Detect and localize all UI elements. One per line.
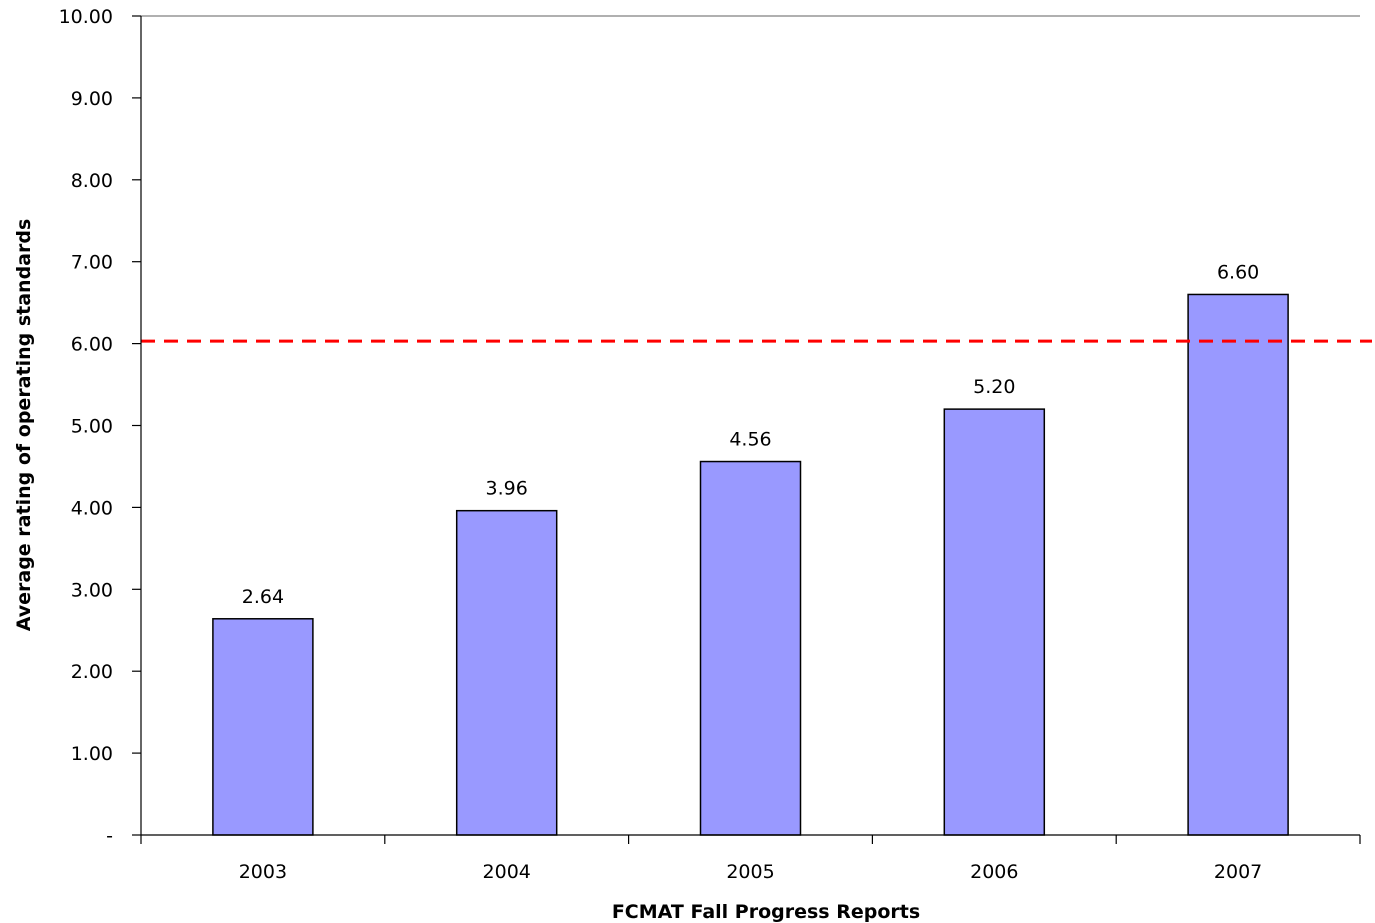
y-tick-label: 6.00 [71,334,113,356]
x-tick-label: 2003 [239,861,287,883]
y-tick-label: 9.00 [71,88,113,110]
data-label: 2.64 [242,586,284,608]
y-tick-label: 1.00 [71,743,113,765]
data-label: 4.56 [729,429,771,451]
y-axis-ticks: - 1.00 2.00 3.00 4.00 5.00 6.00 7.00 8.00 9.00 10.… [59,6,141,847]
data-labels: 2.64 3.96 4.56 5.20 6.60 [242,261,1260,607]
bar [943,408,1046,836]
x-tick-label: 2006 [970,861,1018,883]
data-label: 6.60 [1217,261,1259,283]
bar [212,618,314,836]
x-axis-title: FCMAT Fall Progress Reports [612,901,920,923]
bar [699,460,802,836]
data-label: 3.96 [486,478,528,500]
x-tick-label: 2007 [1214,861,1262,883]
x-axis-ticks: 2003 2004 2005 2006 2007 [140,835,1361,883]
y-tick-label: 10.00 [59,6,113,28]
y-tick-label: 7.00 [71,252,113,274]
bars [212,293,1289,836]
data-label: 5.20 [973,376,1015,398]
bar [455,509,558,836]
y-tick-label: 5.00 [71,416,113,438]
y-tick-label: - [106,825,113,847]
bar [1187,293,1289,836]
y-tick-label: 4.00 [71,497,113,519]
y-axis-title: Average rating of operating standards [13,219,35,632]
y-tick-label: 3.00 [71,579,113,601]
y-tick-label: 8.00 [71,170,113,192]
x-tick-label: 2004 [483,861,531,883]
x-tick-label: 2005 [726,861,774,883]
axes [140,15,1360,836]
y-tick-label: 2.00 [71,661,113,683]
